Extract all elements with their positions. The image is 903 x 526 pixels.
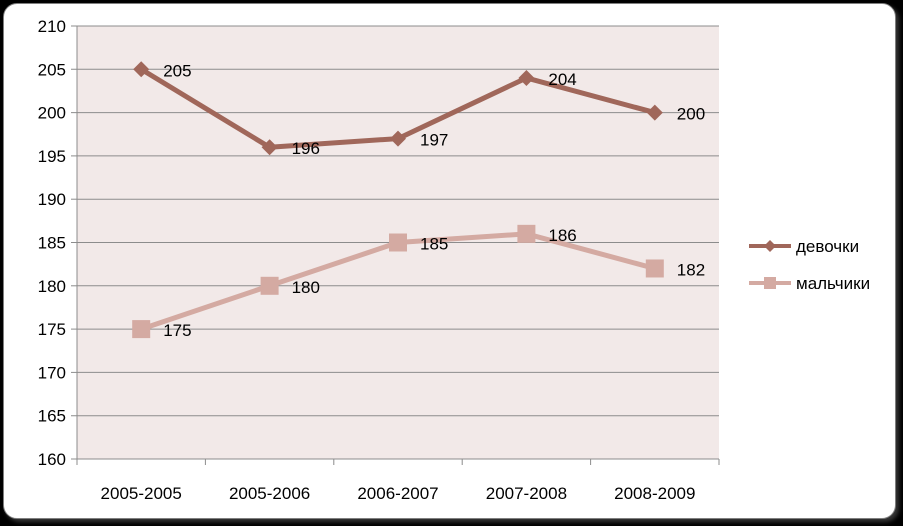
data-labels-group: 205 196 197 204 200 175 180 185 186 182 [163, 61, 705, 340]
series-1 [133, 61, 663, 156]
data-point [389, 233, 407, 252]
chart-frame: 160 165 170 175 180 185 190 195 200 205 210 2005-2… [3, 3, 896, 519]
data-label: 186 [548, 226, 576, 245]
data-label: 180 [292, 278, 320, 297]
x-tick-label: 2007-2008 [486, 484, 567, 503]
data-point [261, 139, 278, 156]
data-point [390, 130, 406, 147]
data-point [518, 69, 535, 86]
legend-entry: мальчики [749, 274, 870, 293]
x-tick-labels: 2005-2005 2005-2006 2006-2007 2007-2008 2008… [101, 484, 696, 503]
y-tick-label: 180 [38, 277, 66, 296]
x-tick-label: 2005-2005 [101, 484, 182, 503]
data-point [132, 320, 151, 339]
legend-label: мальчики [796, 274, 870, 293]
y-tick-label: 175 [38, 320, 66, 339]
y-tick-label: 170 [38, 363, 66, 382]
data-label: 197 [420, 131, 448, 150]
y-tick-label: 190 [38, 190, 66, 209]
axes [71, 25, 720, 465]
y-tick-label: 185 [38, 234, 66, 253]
data-label: 205 [163, 61, 191, 80]
series-2 [132, 224, 664, 339]
y-tick-label: 200 [38, 104, 66, 123]
legend-swatch-marker [764, 277, 776, 289]
legend-entry: девочки [749, 237, 859, 256]
y-tick-label: 160 [38, 450, 66, 469]
data-label: 200 [677, 105, 705, 124]
y-tick-label: 205 [38, 60, 66, 79]
data-label: 204 [548, 70, 576, 89]
gridlines [77, 25, 719, 417]
data-label: 185 [420, 235, 448, 254]
data-point [517, 224, 536, 243]
data-label: 196 [292, 139, 320, 158]
line-chart: 160 165 170 175 180 185 190 195 200 205 210 2005-2… [38, 17, 870, 503]
x-tick-label: 2006-2007 [357, 484, 438, 503]
y-tick-labels: 160 165 170 175 180 185 190 195 200 205 210 [38, 17, 66, 469]
legend-swatch-marker [764, 240, 776, 252]
y-tick-label: 210 [38, 17, 66, 36]
data-point [260, 276, 279, 295]
x-tick-label: 2008-2009 [614, 484, 695, 503]
data-label: 182 [677, 260, 705, 279]
y-tick-label: 165 [38, 407, 66, 426]
series-group [132, 61, 664, 339]
data-label: 175 [163, 321, 191, 340]
legend: девочки мальчики [749, 237, 870, 293]
data-point [645, 259, 664, 278]
data-point [133, 61, 150, 78]
y-tick-label: 195 [38, 147, 66, 166]
data-point [646, 104, 663, 121]
legend-label: девочки [796, 237, 859, 256]
x-tick-label: 2005-2006 [229, 484, 310, 503]
